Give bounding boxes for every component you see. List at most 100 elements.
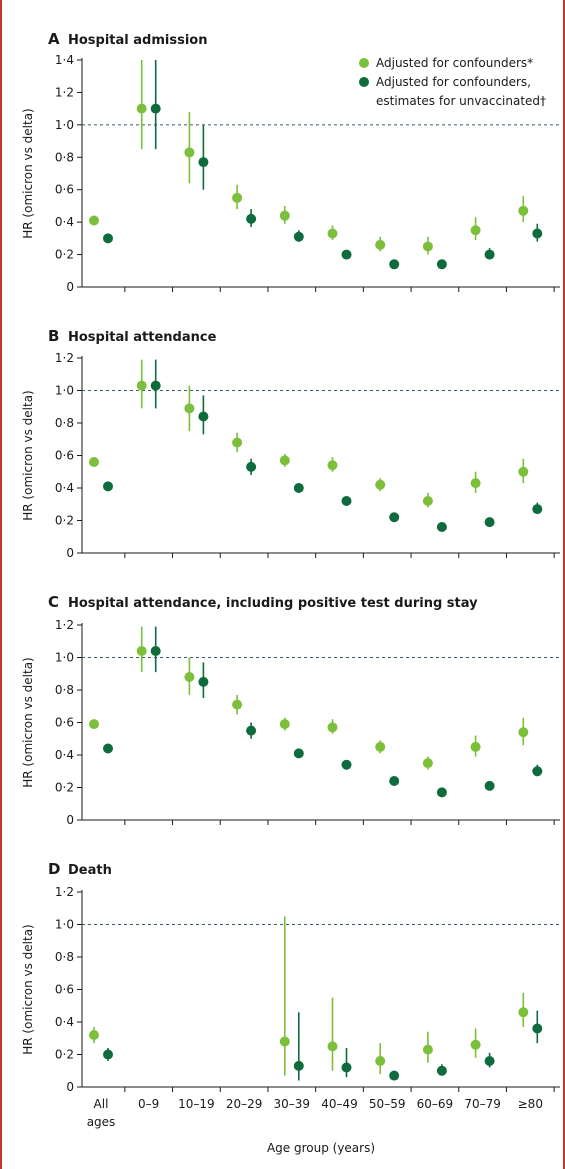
data-point-light bbox=[136, 646, 147, 656]
y-tick-label: 0·6 bbox=[55, 716, 74, 730]
data-point-dark bbox=[484, 517, 495, 528]
data-point-light bbox=[375, 741, 386, 752]
data-point-dark bbox=[532, 1023, 543, 1034]
data-point-light bbox=[327, 460, 338, 471]
y-tick-label: 0·2 bbox=[55, 781, 74, 795]
data-point-dark bbox=[103, 743, 113, 754]
y-tick-label: 0·8 bbox=[55, 150, 74, 164]
y-tick-label: 1·4 bbox=[55, 53, 74, 67]
data-point-light bbox=[422, 1044, 433, 1055]
panel-title: Hospital attendance, including positive … bbox=[68, 596, 478, 611]
data-point-dark bbox=[484, 249, 495, 260]
y-tick-label: 0·4 bbox=[55, 481, 74, 495]
data-point-light bbox=[279, 1036, 290, 1047]
y-tick-label: 1·0 bbox=[55, 918, 74, 932]
data-point-light bbox=[470, 1039, 481, 1050]
x-category-label: 10–19 bbox=[178, 1097, 215, 1111]
data-point-dark bbox=[103, 233, 113, 244]
y-tick-label: 0·2 bbox=[55, 248, 74, 262]
y-tick-label: 0·8 bbox=[55, 416, 74, 430]
data-point-light bbox=[375, 1056, 386, 1066]
y-tick-label: 0·8 bbox=[55, 683, 74, 697]
data-point-light bbox=[184, 672, 195, 682]
legend-marker-light bbox=[359, 58, 369, 68]
x-category-label: 30–39 bbox=[274, 1097, 311, 1111]
data-point-light bbox=[136, 380, 147, 391]
y-tick-label: 1·2 bbox=[55, 85, 74, 99]
x-axis-title: Age group (years) bbox=[267, 1141, 375, 1155]
y-tick-label: 0 bbox=[66, 280, 74, 294]
panel-b: B Hospital attendance HR (omicron vs delta… bbox=[21, 327, 560, 560]
legend-label: estimates for unvaccinated† bbox=[376, 94, 546, 108]
data-point-dark bbox=[389, 259, 400, 270]
data-point-dark bbox=[436, 787, 447, 798]
data-point-light bbox=[470, 741, 481, 752]
y-tick-label: 0·4 bbox=[55, 748, 74, 762]
x-category-label: All bbox=[94, 1097, 109, 1111]
x-category-label: 60–69 bbox=[417, 1097, 454, 1111]
data-point-light bbox=[375, 479, 386, 490]
data-point-dark bbox=[246, 461, 257, 472]
y-tick-label: 0·6 bbox=[55, 183, 74, 197]
data-point-light bbox=[470, 225, 481, 236]
y-tick-label: 0·6 bbox=[55, 449, 74, 463]
data-point-light bbox=[89, 457, 99, 467]
data-point-light bbox=[89, 1030, 99, 1040]
x-category-label: 40–49 bbox=[321, 1097, 358, 1111]
legend-label: Adjusted for confounders, bbox=[376, 75, 531, 89]
data-point-light bbox=[279, 455, 290, 466]
data-point-light bbox=[184, 403, 195, 414]
data-point-light bbox=[375, 239, 386, 250]
data-point-dark bbox=[198, 411, 209, 422]
data-point-dark bbox=[436, 259, 447, 270]
y-axis-label: HR (omicron vs delta) bbox=[21, 108, 35, 239]
x-category-label: 0–9 bbox=[138, 1097, 159, 1111]
data-point-dark bbox=[150, 646, 161, 656]
data-point-light bbox=[232, 437, 243, 448]
data-point-dark bbox=[484, 1056, 495, 1066]
panel-a: A Hospital admission HR (omicron vs delta)… bbox=[21, 30, 560, 294]
panel-c: C Hospital attendance, including positive… bbox=[21, 593, 560, 827]
data-point-dark bbox=[341, 1062, 352, 1073]
y-tick-label: 0 bbox=[66, 1080, 74, 1094]
x-category-label: ≥80 bbox=[518, 1097, 543, 1111]
panel-d: D Death HR (omicron vs delta) 0 0·2 0·4 0·6 0·8… bbox=[21, 860, 560, 1094]
y-axis-label: HR (omicron vs delta) bbox=[21, 924, 35, 1055]
data-point-dark bbox=[389, 1070, 400, 1081]
data-point-light bbox=[279, 719, 290, 730]
data-point-light bbox=[518, 727, 529, 738]
y-tick-label: 0·2 bbox=[55, 514, 74, 528]
data-point-light bbox=[518, 1007, 529, 1018]
y-tick-label: 1·0 bbox=[55, 118, 74, 132]
data-point-light bbox=[422, 496, 433, 506]
data-point-light bbox=[232, 192, 243, 203]
y-tick-label: 1·2 bbox=[55, 351, 74, 365]
y-tick-label: 1·0 bbox=[55, 384, 74, 398]
data-point-dark bbox=[436, 1065, 447, 1076]
legend-marker-dark bbox=[359, 77, 369, 87]
data-point-dark bbox=[103, 481, 113, 492]
data-point-light bbox=[279, 210, 290, 221]
data-point-light bbox=[518, 205, 529, 216]
data-point-light bbox=[518, 466, 529, 477]
data-point-light bbox=[136, 103, 147, 114]
panel-letter: B bbox=[48, 327, 59, 345]
data-point-dark bbox=[246, 725, 257, 736]
x-category-label: 50–59 bbox=[369, 1097, 406, 1111]
y-tick-label: 0·6 bbox=[55, 983, 74, 997]
legend-label: Adjusted for confounders* bbox=[376, 56, 533, 70]
data-point-dark bbox=[293, 748, 304, 759]
y-tick-label: 0·4 bbox=[55, 1015, 74, 1029]
panel-title: Hospital attendance bbox=[68, 330, 217, 345]
data-point-dark bbox=[150, 380, 161, 391]
y-tick-label: 0·8 bbox=[55, 950, 74, 964]
data-point-light bbox=[470, 478, 481, 489]
panel-title: Hospital admission bbox=[68, 33, 207, 48]
x-category-label: 20–29 bbox=[226, 1097, 263, 1111]
panel-title: Death bbox=[68, 863, 112, 878]
y-tick-label: 0 bbox=[66, 813, 74, 827]
data-point-light bbox=[89, 215, 99, 226]
y-tick-label: 0·4 bbox=[55, 215, 74, 229]
